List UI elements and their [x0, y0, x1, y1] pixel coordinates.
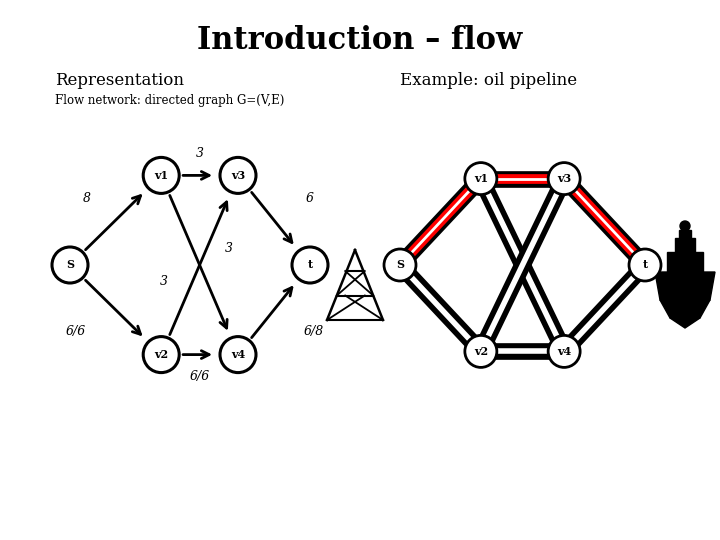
- Text: v1: v1: [474, 173, 488, 184]
- Text: 3: 3: [160, 275, 168, 288]
- Text: v4: v4: [557, 346, 571, 357]
- Circle shape: [548, 335, 580, 367]
- Text: S: S: [396, 260, 404, 271]
- Text: t: t: [642, 260, 647, 271]
- Text: v2: v2: [474, 346, 488, 357]
- Text: v2: v2: [154, 349, 168, 360]
- Text: v1: v1: [154, 170, 168, 181]
- Circle shape: [384, 249, 416, 281]
- Text: 8: 8: [83, 192, 91, 205]
- Polygon shape: [670, 318, 700, 328]
- Text: v4: v4: [231, 349, 245, 360]
- Text: Introduction – flow: Introduction – flow: [197, 25, 523, 56]
- Polygon shape: [655, 272, 715, 300]
- Circle shape: [629, 249, 661, 281]
- Text: 3: 3: [225, 242, 233, 255]
- Text: v3: v3: [557, 173, 571, 184]
- Circle shape: [465, 335, 497, 367]
- Text: S: S: [66, 260, 74, 271]
- Circle shape: [220, 157, 256, 193]
- Polygon shape: [660, 300, 710, 318]
- Text: 6/8: 6/8: [303, 325, 324, 338]
- Circle shape: [52, 247, 88, 283]
- Text: 6: 6: [306, 192, 314, 205]
- Text: v3: v3: [231, 170, 245, 181]
- Text: Flow network: directed graph G=(V,E): Flow network: directed graph G=(V,E): [55, 94, 284, 107]
- Circle shape: [465, 163, 497, 194]
- Text: Example: oil pipeline: Example: oil pipeline: [400, 72, 577, 89]
- Circle shape: [292, 247, 328, 283]
- Text: Representation: Representation: [55, 72, 184, 89]
- Text: 6/6: 6/6: [66, 325, 86, 338]
- Circle shape: [143, 157, 179, 193]
- Polygon shape: [679, 230, 691, 238]
- Circle shape: [680, 221, 690, 231]
- Circle shape: [220, 336, 256, 373]
- Circle shape: [143, 336, 179, 373]
- Text: 3: 3: [196, 147, 204, 160]
- Polygon shape: [667, 252, 703, 272]
- Text: 6/6: 6/6: [189, 370, 210, 383]
- Polygon shape: [675, 238, 695, 252]
- Circle shape: [548, 163, 580, 194]
- Text: t: t: [307, 260, 312, 271]
